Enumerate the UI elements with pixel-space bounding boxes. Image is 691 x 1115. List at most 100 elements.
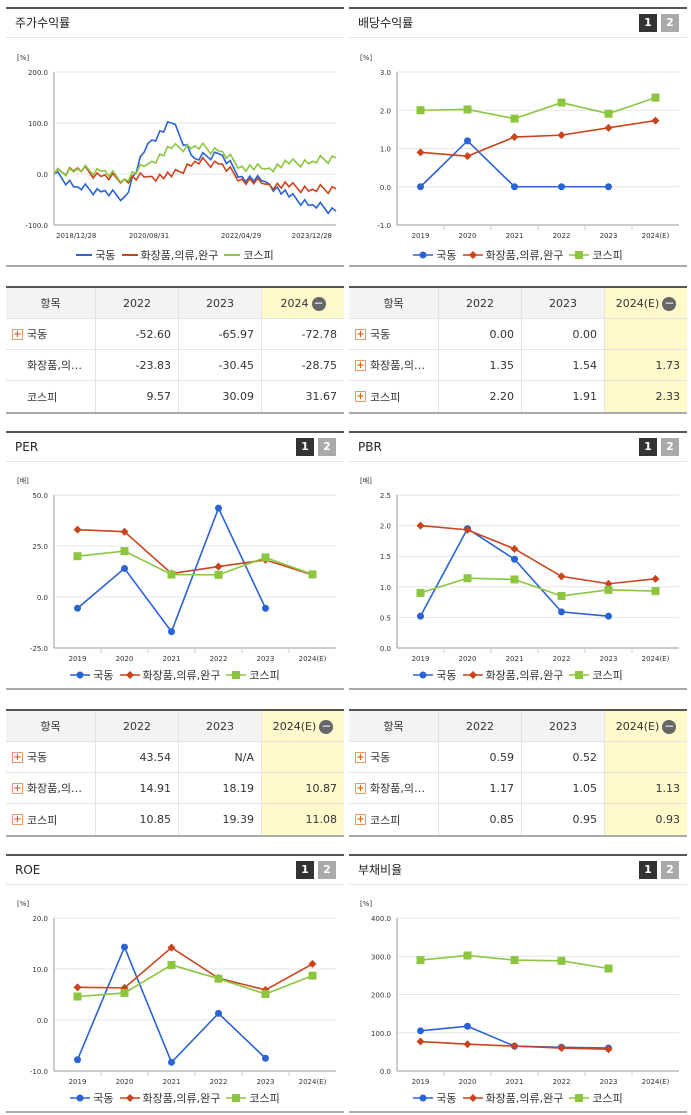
expand-plus-icon[interactable]: + <box>12 814 23 825</box>
view-button-1[interactable]: 1 <box>639 438 657 456</box>
chart-pbr: [배] 2.5 2.0 1.5 1.0 0.5 0.0 2019 2020 2021 2022 202… <box>360 476 679 663</box>
x-tick-label: 2019 <box>412 232 430 240</box>
panel-title: 부채비율 <box>349 854 687 885</box>
table-cell: -30.45 <box>179 350 262 380</box>
column-header: 항목 <box>349 711 439 741</box>
expand-plus-icon[interactable]: + <box>355 782 366 794</box>
row-label-cell: + 화장품,의… <box>349 773 439 803</box>
expand-plus-icon[interactable]: + <box>355 751 366 763</box>
point-marker <box>464 137 471 145</box>
point-marker <box>510 133 519 142</box>
expand-plus-icon[interactable]: + <box>355 359 366 371</box>
column-header: 2022 <box>439 288 522 318</box>
x-tick-label: 2020 <box>459 232 477 240</box>
x-tick-label: 2023 <box>600 1078 618 1086</box>
point-marker <box>120 547 129 556</box>
x-tick-label: 2024(E) <box>642 232 670 240</box>
legend-swatch <box>569 1094 590 1102</box>
table-row: + 화장품,의… 1.17 1.05 1.13 <box>349 773 687 804</box>
y-tick-label: 0.5 <box>380 614 391 622</box>
expand-plus-icon[interactable]: + <box>355 391 366 402</box>
point-marker <box>261 553 270 562</box>
legend-swatch <box>226 1094 247 1102</box>
point-marker <box>604 964 613 973</box>
legend-swatch <box>226 671 247 679</box>
series-line <box>77 946 313 991</box>
legend-item: 화장품,의류,완구 <box>462 247 563 263</box>
table-cell: 1.54 <box>522 350 605 380</box>
legend-label: 국동 <box>95 249 116 262</box>
row-label-cell: + 코스피 <box>349 804 439 835</box>
legend-swatch <box>119 1094 140 1102</box>
collapse-icon[interactable]: − <box>311 296 326 311</box>
point-marker <box>121 943 128 951</box>
point-marker <box>604 1045 613 1054</box>
point-marker <box>73 552 82 561</box>
y-tick-label: 2.0 <box>380 107 391 115</box>
table-row: + 국동 0.59 0.52 <box>349 742 687 773</box>
table-per: 항목 2022 2023 2024(E) − + 국동 43.54 N/A + 화장품,의… 14.9… <box>6 709 344 837</box>
header-label: 2022 <box>123 720 151 733</box>
point-marker <box>468 251 477 259</box>
view-button-1[interactable]: 1 <box>639 14 657 32</box>
point-marker <box>261 989 270 998</box>
table-cell <box>262 742 344 772</box>
y-tick-label: 3.0 <box>380 69 391 77</box>
expand-plus-icon[interactable]: + <box>12 751 23 763</box>
y-tick-label: 0.0 <box>37 171 48 179</box>
series-line <box>77 528 313 576</box>
point-marker <box>168 1058 175 1066</box>
chart-legend: 국동 화장품,의류,완구 코스피 <box>349 1090 687 1106</box>
legend-item: 화장품,의류,완구 <box>462 1090 563 1106</box>
header-label: 2022 <box>123 297 151 310</box>
legend-item: 코스피 <box>569 247 623 263</box>
collapse-icon[interactable]: − <box>662 719 677 734</box>
y-tick-label: 100.0 <box>28 120 48 128</box>
table-row: + 국동 43.54 N/A <box>6 742 344 773</box>
point-marker <box>651 574 660 583</box>
expand-plus-icon[interactable]: + <box>355 328 366 340</box>
view-button-1[interactable]: 1 <box>296 861 314 879</box>
point-marker <box>575 671 584 679</box>
view-button-1[interactable]: 1 <box>639 861 657 879</box>
point-marker <box>463 951 472 960</box>
row-label-cell: + 국동 <box>349 742 439 772</box>
collapse-icon[interactable]: − <box>319 719 334 734</box>
legend-swatch <box>119 671 140 679</box>
view-button-2[interactable]: 2 <box>661 861 679 879</box>
unit-label: [%] <box>17 54 29 62</box>
point-marker <box>510 575 519 584</box>
legend-item: 코스피 <box>226 1090 280 1106</box>
x-tick-label: 2021 <box>506 232 524 240</box>
chart-legend: 국동 화장품,의류,완구 코스피 <box>6 1090 344 1106</box>
y-tick-label: 2.5 <box>380 492 391 500</box>
y-tick-label: 0.0 <box>37 594 48 602</box>
table-cell: 1.91 <box>522 381 605 412</box>
view-button-1[interactable]: 1 <box>296 438 314 456</box>
y-tick-label: 0.0 <box>380 184 391 192</box>
expand-plus-icon[interactable]: + <box>355 814 366 825</box>
collapse-icon[interactable]: − <box>662 296 677 311</box>
point-marker <box>605 612 612 620</box>
view-button-2[interactable]: 2 <box>661 438 679 456</box>
legend-swatch <box>569 671 590 679</box>
table-cell: 0.59 <box>439 742 522 772</box>
view-button-2[interactable]: 2 <box>318 438 336 456</box>
expand-plus-icon[interactable]: + <box>12 782 23 794</box>
legend-label: 코스피 <box>243 249 274 262</box>
expand-plus-icon[interactable]: + <box>12 328 23 340</box>
table-cell: 0.95 <box>522 804 605 835</box>
column-header: 2023 <box>179 288 262 318</box>
y-tick-label: 300.0 <box>371 953 391 961</box>
unit-label: [%] <box>360 54 372 62</box>
point-marker <box>417 183 424 191</box>
point-marker <box>511 183 518 191</box>
view-button-2[interactable]: 2 <box>661 14 679 32</box>
row-label-cell: 코스피 <box>6 381 96 412</box>
view-button-2[interactable]: 2 <box>318 861 336 879</box>
table-cell: -28.75 <box>301 359 337 372</box>
point-marker <box>557 572 566 581</box>
point-marker <box>416 148 425 157</box>
legend-label: 코스피 <box>592 1092 623 1105</box>
panel-title: PER <box>6 431 344 462</box>
